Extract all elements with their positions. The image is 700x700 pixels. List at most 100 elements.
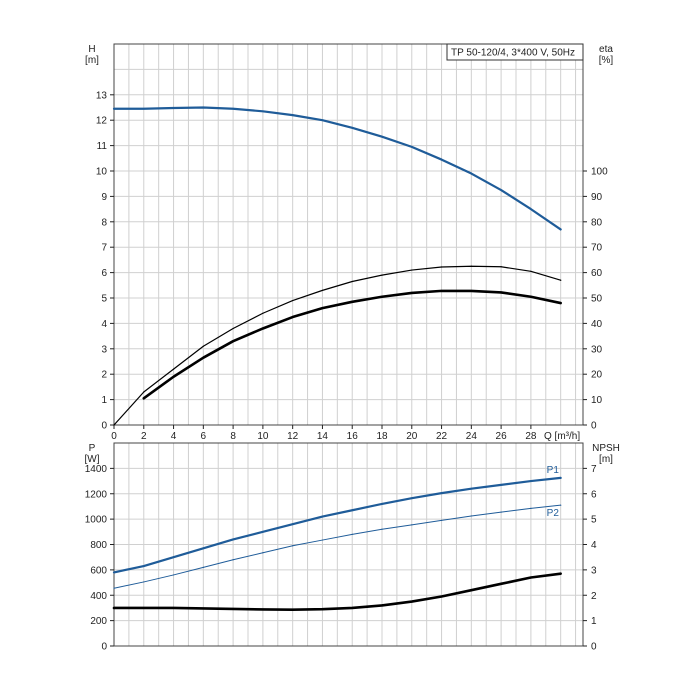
bottom-series-point <box>351 607 353 609</box>
top-series-point <box>143 397 145 399</box>
bottom-series-point <box>500 484 502 486</box>
bottom-series-point <box>292 545 294 547</box>
top-series-point <box>321 307 324 309</box>
top-series-point <box>411 146 413 148</box>
top-right-tick-label: 90 <box>591 192 603 203</box>
bottom-series-point <box>470 515 472 517</box>
bottom-series-point <box>232 559 234 561</box>
bottom-series-line-p2 <box>113 504 562 589</box>
bottom-left-axis-title: P <box>89 443 96 454</box>
bottom-series-point <box>500 583 502 585</box>
x-tick-label: 14 <box>317 431 329 442</box>
x-tick-label: 0 <box>111 431 117 442</box>
bottom-series-point <box>202 547 204 549</box>
bottom-right-tick-label: 5 <box>591 515 597 526</box>
top-series-point <box>560 228 562 231</box>
top-series-point <box>202 345 204 347</box>
x-tick-label: 8 <box>230 431 236 442</box>
top-series-line-0 <box>112 106 562 231</box>
bottom-series-point <box>262 608 264 611</box>
bottom-series-point <box>500 511 502 513</box>
top-series-point <box>172 368 175 370</box>
top-series-point <box>321 119 324 121</box>
top-right-axis-title: eta <box>599 44 613 55</box>
top-series-point <box>232 327 234 330</box>
top-left-tick-label: 12 <box>96 116 108 127</box>
bottom-left-tick-label: 800 <box>90 540 107 551</box>
top-series-point <box>440 266 443 268</box>
bottom-left-tick-label: 1000 <box>85 515 108 526</box>
bottom-series-point <box>321 608 324 610</box>
top-series-point <box>500 189 502 191</box>
x-tick-label: 18 <box>376 431 388 442</box>
bottom-series-point <box>113 571 115 574</box>
top-right-tick-label: 70 <box>591 243 603 254</box>
bottom-series-point <box>202 566 204 568</box>
bottom-right-tick-label: 6 <box>591 489 597 500</box>
x-tick-label: 24 <box>466 431 478 442</box>
top-series-point <box>292 299 294 302</box>
top-right-tick-label: 40 <box>591 319 603 330</box>
top-series-point <box>560 279 562 281</box>
x-tick-label: 4 <box>171 431 177 442</box>
top-series-point <box>470 265 472 267</box>
top-series-point <box>351 127 353 129</box>
bottom-series-point <box>381 503 383 505</box>
top-left-tick-label: 0 <box>101 421 107 432</box>
top-series-point <box>500 266 502 268</box>
bottom-right-tick-label: 0 <box>591 642 597 653</box>
top-right-tick-label: 0 <box>591 421 597 432</box>
bottom-series-point <box>440 519 443 521</box>
top-series-point <box>172 107 175 109</box>
bottom-series-point <box>143 581 145 583</box>
top-series-point <box>262 110 264 112</box>
top-series-point <box>113 424 115 426</box>
bottom-right-axis-title: NPSH <box>592 443 620 454</box>
bottom-series-point <box>560 477 562 479</box>
bottom-series-point <box>292 609 294 611</box>
bottom-series-point <box>202 607 204 610</box>
top-left-tick-label: 10 <box>96 167 108 178</box>
bottom-right-tick-label: 1 <box>591 616 597 627</box>
bottom-series-line-p1 <box>112 476 562 574</box>
bottom-series-point <box>113 607 115 609</box>
top-left-tick-label: 9 <box>101 192 107 203</box>
bottom-series-point <box>321 539 324 541</box>
bottom-left-axis-unit: [W] <box>85 454 100 465</box>
top-series-point <box>381 136 383 138</box>
top-right-tick-label: 100 <box>591 167 608 178</box>
bottom-left-tick-label: 1200 <box>85 489 108 500</box>
top-series-point <box>530 208 532 210</box>
bottom-series-point <box>440 492 443 494</box>
bottom-series-point <box>262 552 264 554</box>
bottom-series-point <box>143 607 145 609</box>
bottom-series-point <box>411 524 413 526</box>
top-series-point <box>530 270 532 272</box>
bottom-series-point <box>113 587 115 589</box>
top-series-point <box>202 106 204 109</box>
x-tick-label: 2 <box>141 431 147 442</box>
chart-title: TP 50-120/4, 3*400 V, 50Hz <box>451 48 575 59</box>
top-right-tick-label: 10 <box>591 395 603 406</box>
x-tick-label: 26 <box>496 431 508 442</box>
x-axis-title: Q [m³/h] <box>544 431 580 442</box>
top-series-point <box>202 357 204 359</box>
top-left-tick-label: 7 <box>101 243 107 254</box>
top-series-point <box>530 296 532 298</box>
bottom-right-tick-label: 4 <box>591 540 597 551</box>
top-left-axis-unit: [m] <box>85 55 99 66</box>
x-tick-label: 12 <box>287 431 299 442</box>
top-series-line-1 <box>113 265 562 426</box>
bottom-series-point <box>143 565 145 567</box>
top-series-point <box>440 290 443 292</box>
bottom-series-point <box>172 574 175 576</box>
top-series-point <box>351 301 353 303</box>
series-label-p2: P2 <box>547 508 560 519</box>
top-left-tick-label: 6 <box>101 268 107 279</box>
x-tick-label: 22 <box>436 431 448 442</box>
bottom-series-point <box>321 515 324 518</box>
bottom-right-tick-label: 3 <box>591 565 597 576</box>
top-series-point <box>560 302 562 304</box>
bottom-series-point <box>292 523 294 525</box>
